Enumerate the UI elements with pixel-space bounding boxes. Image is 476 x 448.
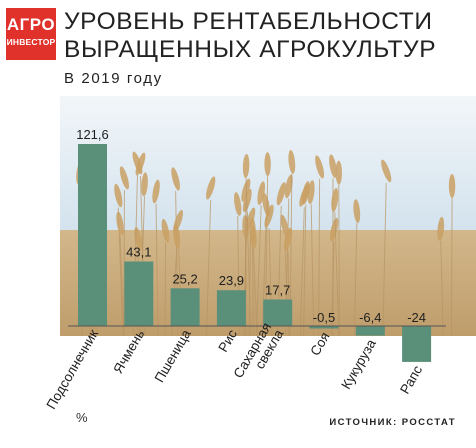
wheat-ear [242, 154, 250, 179]
chart-title-line-1: УРОВЕНЬ РЕНТАБЕЛЬНОСТИ [64, 8, 433, 35]
bar [170, 288, 200, 326]
value-label: 25,2 [172, 271, 197, 286]
wheat-ear [448, 173, 456, 198]
wheat-ear [241, 178, 251, 202]
wheat-ear [437, 216, 445, 241]
wheat-stem [255, 205, 262, 337]
chart-title: УРОВЕНЬ РЕНТАБЕЛЬНОСТИ ВЫРАЩЕННЫХ АГРОКУ… [64, 8, 469, 64]
logo-line-1: АГРО [6, 15, 56, 34]
value-label: -6,4 [359, 310, 381, 325]
wheat-ear [335, 160, 342, 185]
wheat-ear [264, 152, 271, 177]
wheat-stem [205, 199, 212, 337]
wheat-ear [234, 192, 242, 216]
value-label: 121,6 [76, 127, 109, 142]
value-label: 17,7 [265, 283, 290, 298]
bar [402, 326, 432, 362]
wheat-ear [152, 179, 160, 204]
wheat-ear [288, 149, 296, 174]
bars [78, 144, 432, 362]
wheat-ear [307, 180, 315, 205]
logo-line-2: ИНВЕСТОР [6, 37, 56, 47]
value-label: -24 [407, 310, 426, 325]
wheat-stem [119, 235, 125, 337]
wheat-ear [283, 227, 293, 251]
wheat-ear [242, 188, 252, 213]
category-label: Рапс [397, 363, 425, 397]
agroinvestor-logo: АГРО ИНВЕСТОР [6, 8, 56, 60]
wheat-stem [245, 178, 252, 337]
value-labels: 121,6 43,1 25,2 23,9 17,7 -0,5 -6,4 -24 [76, 127, 426, 325]
wheat-ear [114, 183, 123, 208]
bar [309, 326, 339, 329]
wheat-stem [303, 204, 307, 337]
wheat-ear [171, 167, 180, 191]
source-note: ИСТОЧНИК: РОССТАТ [329, 417, 456, 428]
category-label: Кукуруза [338, 336, 379, 392]
bar [355, 326, 385, 336]
value-label: 23,9 [219, 273, 244, 288]
wheat-ear [264, 204, 274, 228]
category-label-group: Рапс [397, 363, 425, 397]
wheat-ear [116, 211, 124, 236]
value-label: 43,1 [126, 244, 151, 259]
wheat-ear [329, 154, 337, 178]
wheat-ear [245, 207, 256, 231]
wheat-ear [250, 225, 257, 250]
wheat-ear [206, 176, 216, 200]
wheat-stem [353, 223, 358, 337]
wheat-ear [284, 174, 293, 199]
wheat-stem [450, 197, 453, 337]
wheat-stem [252, 241, 254, 337]
wheat-ear [276, 182, 286, 206]
wheat-ear [381, 159, 392, 183]
wheat-stem [382, 182, 387, 337]
wheat-stem [338, 184, 340, 337]
wheat-stem [334, 211, 340, 337]
chart-subtitle: В 2019 году [64, 70, 163, 87]
wheat-stem [252, 249, 258, 337]
wheat-ear [132, 151, 143, 175]
chart-title-line-2: ВЫРАЩЕННЫХ АГРОКУЛЬТУР [64, 36, 437, 63]
wheat-ear [329, 217, 339, 242]
bar [216, 290, 246, 326]
unit-label: % [76, 410, 88, 425]
wheat-ear [119, 166, 129, 190]
bar [78, 144, 107, 326]
wheat-ear [141, 172, 148, 197]
wheat-stem [261, 216, 267, 337]
category-label: Подсолнечник [43, 327, 101, 412]
wheat-stem [299, 207, 305, 337]
wheat-stem [440, 240, 444, 337]
bar [124, 261, 154, 326]
category-label-group: Подсолнечник [43, 327, 101, 412]
value-label: -0,5 [313, 310, 335, 325]
wheat-ear [331, 187, 339, 212]
wheat-stem [318, 178, 321, 337]
category-label-group: Кукуруза [338, 336, 379, 392]
bar [263, 299, 293, 326]
wheat-ear [173, 224, 181, 249]
wheat-ear [299, 183, 310, 207]
wheat-stem [155, 203, 159, 337]
wheat-ear [353, 199, 361, 224]
wheat-stem [310, 204, 315, 337]
wheat-ear [257, 181, 266, 205]
wheat-stem [330, 241, 335, 337]
wheat-ear [315, 155, 325, 179]
wheat-ear [161, 218, 170, 243]
